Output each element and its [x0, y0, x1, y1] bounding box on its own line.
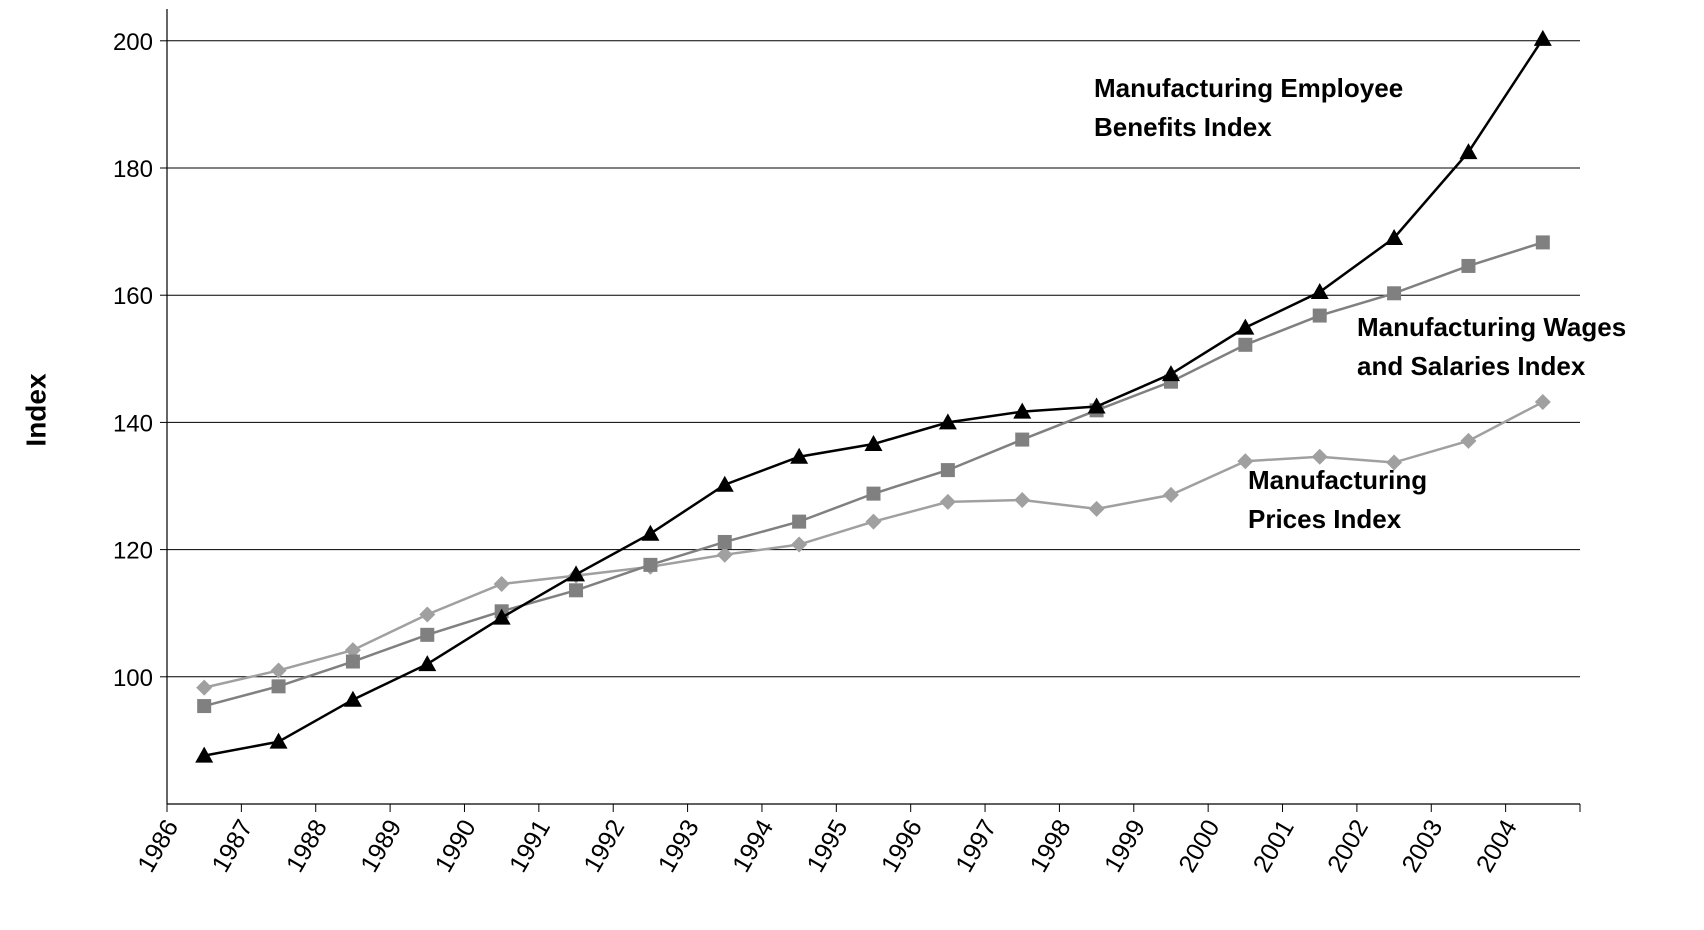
point [790, 447, 809, 464]
point [493, 575, 510, 592]
x-tick-label: 1999 [1099, 815, 1151, 877]
x-tick-label: 1990 [430, 815, 482, 877]
point [1013, 402, 1032, 419]
point [271, 679, 286, 694]
point [1387, 286, 1402, 301]
y-tick-label: 200 [113, 29, 153, 56]
x-tick-label: 1997 [950, 815, 1002, 877]
point [940, 463, 955, 478]
series-label: Benefits Index [1094, 112, 1272, 142]
point [1162, 486, 1179, 503]
y-tick-label: 180 [113, 156, 153, 183]
point [716, 546, 733, 563]
point [792, 514, 807, 529]
x-tick-label: 1993 [653, 815, 705, 877]
series-label: Manufacturing Employee [1094, 73, 1403, 103]
x-tick-label: 1992 [578, 815, 630, 877]
x-tick-label: 2003 [1396, 815, 1448, 877]
x-tick-label: 1987 [207, 815, 259, 877]
y-tick-label: 140 [113, 410, 153, 437]
point [1386, 454, 1403, 471]
point [1534, 394, 1551, 411]
x-tick-label: 1995 [801, 815, 853, 877]
point [1533, 29, 1552, 46]
point [865, 513, 882, 530]
x-tick-label: 2002 [1322, 815, 1374, 877]
x-tick-label: 1986 [132, 815, 184, 877]
series-label: Prices Index [1248, 504, 1402, 534]
x-tick-label: 2004 [1471, 815, 1523, 877]
point [1535, 235, 1550, 250]
x-tick-label: 1998 [1025, 815, 1077, 877]
series-label: Manufacturing [1248, 465, 1427, 495]
point [1459, 143, 1478, 160]
x-tick-label: 1989 [355, 815, 407, 877]
point [1312, 308, 1327, 323]
x-tick-label: 1994 [727, 815, 779, 877]
point [1238, 337, 1253, 352]
point [418, 655, 437, 672]
point [569, 583, 584, 598]
x-tick-label: 2000 [1173, 815, 1225, 877]
point [1014, 491, 1031, 508]
point [343, 690, 362, 707]
point [567, 565, 586, 582]
point [1087, 397, 1106, 414]
x-tick-label: 1991 [504, 815, 556, 877]
point [1461, 258, 1476, 273]
point [420, 627, 435, 642]
x-tick-label: 2001 [1248, 815, 1300, 877]
point [715, 475, 734, 492]
point [269, 732, 288, 749]
point [641, 524, 660, 541]
point [717, 534, 732, 549]
point [492, 608, 511, 625]
point [344, 642, 361, 659]
point [938, 413, 957, 430]
point [864, 435, 883, 452]
y-tick-label: 120 [113, 538, 153, 565]
point [1310, 283, 1329, 300]
point [1311, 448, 1328, 465]
series-label: Manufacturing Wages [1357, 312, 1626, 342]
point [1385, 228, 1404, 245]
series-line [203, 38, 1544, 757]
point [1015, 432, 1030, 447]
point [1460, 432, 1477, 449]
point [939, 493, 956, 510]
point [195, 746, 214, 763]
point [197, 699, 212, 714]
point [866, 486, 881, 501]
y-axis-label: Index [20, 373, 51, 447]
point [1237, 453, 1254, 470]
point [196, 679, 213, 696]
x-tick-label: 1996 [876, 815, 928, 877]
point [419, 606, 436, 623]
point [270, 662, 287, 679]
x-tick-label: 1988 [281, 815, 333, 877]
point [791, 536, 808, 553]
point [1088, 500, 1105, 517]
point [643, 557, 658, 572]
point [1161, 365, 1180, 382]
point [345, 654, 360, 669]
series-label: and Salaries Index [1357, 351, 1586, 381]
y-tick-label: 100 [113, 665, 153, 692]
y-tick-label: 160 [113, 283, 153, 310]
point [1236, 318, 1255, 335]
